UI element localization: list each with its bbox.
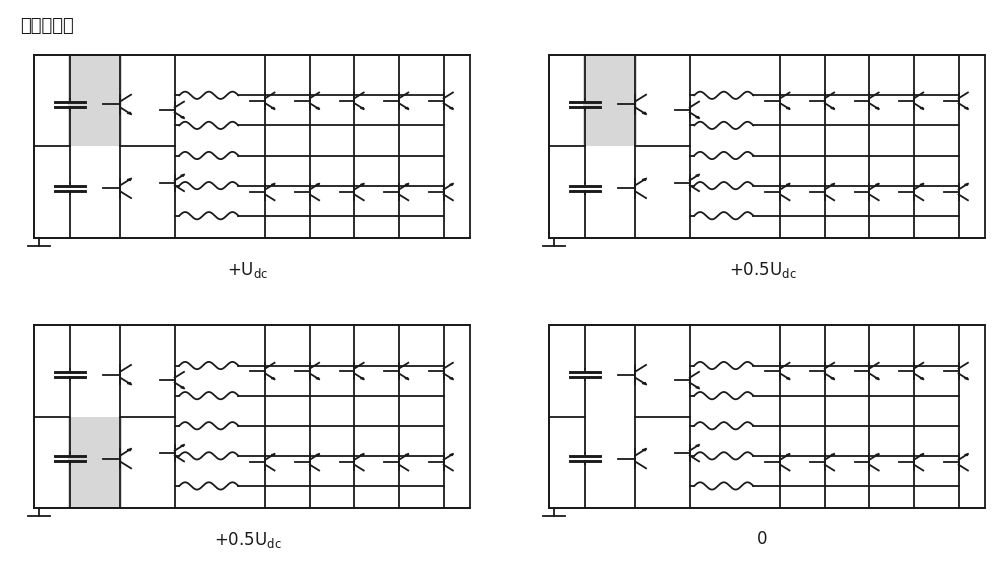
Polygon shape (450, 184, 453, 185)
Polygon shape (271, 108, 275, 109)
Polygon shape (181, 175, 184, 176)
Polygon shape (450, 108, 453, 109)
Polygon shape (405, 108, 408, 109)
Polygon shape (642, 382, 646, 385)
Text: +0.5U$_{\mathrm{dc}}$: +0.5U$_{\mathrm{dc}}$ (729, 260, 796, 280)
Polygon shape (920, 378, 923, 379)
Polygon shape (831, 454, 834, 455)
Polygon shape (831, 184, 834, 185)
Bar (549, 55, 985, 238)
Polygon shape (786, 454, 790, 455)
Polygon shape (786, 378, 790, 379)
Polygon shape (786, 108, 790, 109)
Bar (34, 55, 470, 238)
Polygon shape (696, 387, 699, 388)
Polygon shape (360, 378, 364, 379)
Polygon shape (316, 454, 319, 455)
Polygon shape (965, 184, 968, 185)
Polygon shape (920, 454, 923, 455)
Polygon shape (127, 449, 131, 451)
Text: 0: 0 (757, 530, 768, 548)
Bar (68, 55, 122, 146)
Polygon shape (271, 454, 275, 455)
Text: +U$_{\mathrm{dc}}$: +U$_{\mathrm{dc}}$ (227, 260, 268, 280)
Polygon shape (127, 178, 131, 181)
Polygon shape (696, 117, 699, 118)
Polygon shape (316, 378, 319, 379)
Polygon shape (696, 445, 699, 446)
Polygon shape (405, 454, 408, 455)
Bar (68, 417, 122, 508)
Text: 主桥臂电位: 主桥臂电位 (20, 17, 74, 35)
Polygon shape (875, 378, 879, 379)
Bar (583, 55, 637, 146)
Text: +0.5U$_{\mathrm{dc}}$: +0.5U$_{\mathrm{dc}}$ (214, 530, 281, 550)
Polygon shape (642, 112, 646, 114)
Polygon shape (920, 184, 923, 185)
Polygon shape (642, 178, 646, 181)
Polygon shape (360, 184, 364, 185)
Polygon shape (920, 108, 923, 109)
Polygon shape (965, 108, 968, 109)
Polygon shape (965, 378, 968, 379)
Polygon shape (271, 184, 275, 185)
Polygon shape (450, 378, 453, 379)
Polygon shape (786, 184, 790, 185)
Polygon shape (875, 108, 879, 109)
Polygon shape (450, 454, 453, 455)
Polygon shape (316, 108, 319, 109)
Polygon shape (127, 112, 131, 114)
Polygon shape (181, 387, 184, 388)
Polygon shape (696, 175, 699, 176)
Polygon shape (271, 378, 275, 379)
Polygon shape (642, 449, 646, 451)
Polygon shape (875, 184, 879, 185)
Polygon shape (360, 454, 364, 455)
Polygon shape (875, 454, 879, 455)
Polygon shape (831, 108, 834, 109)
Polygon shape (316, 184, 319, 185)
Polygon shape (405, 378, 408, 379)
Polygon shape (360, 108, 364, 109)
Polygon shape (831, 378, 834, 379)
Polygon shape (127, 382, 131, 385)
Polygon shape (181, 445, 184, 446)
Polygon shape (405, 184, 408, 185)
Bar (34, 325, 470, 508)
Polygon shape (181, 117, 184, 118)
Bar (549, 325, 985, 508)
Polygon shape (965, 454, 968, 455)
